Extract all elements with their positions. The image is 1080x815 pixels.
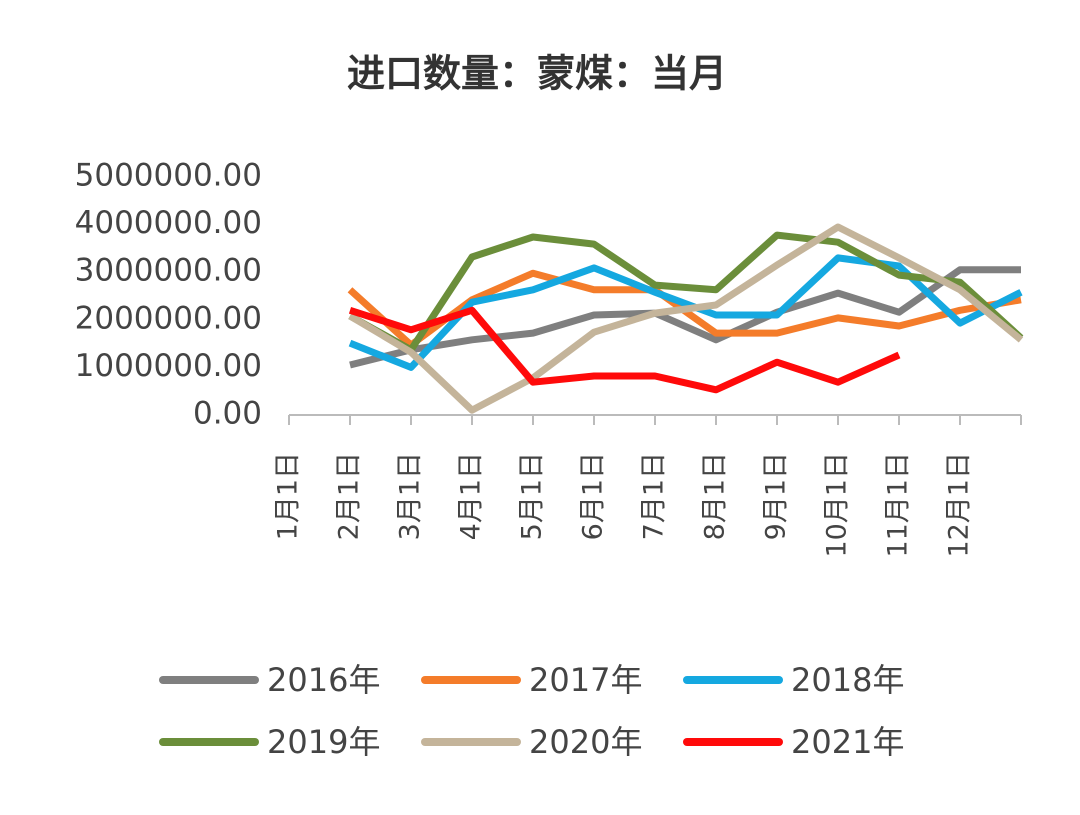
x-tick-label: 12月1日 (944, 452, 975, 558)
x-tick-label: 2月1日 (334, 452, 365, 540)
legend-label: 2016年 (267, 661, 380, 699)
y-tick-label: 1000000.00 (75, 348, 262, 384)
legend-label: 2019年 (267, 723, 380, 761)
x-tick-label: 5月1日 (517, 452, 548, 540)
x-tick-label: 9月1日 (761, 452, 792, 540)
series-line (348, 306, 901, 394)
legend-label: 2017年 (529, 661, 642, 699)
x-tick-label: 11月1日 (883, 452, 914, 558)
x-tick-label: 4月1日 (456, 452, 487, 540)
legend-label: 2018年 (791, 661, 904, 699)
x-tick-label: 7月1日 (639, 452, 670, 540)
y-tick-label: 5000000.00 (75, 158, 262, 194)
series-line (349, 266, 1021, 369)
y-tick-label: 2000000.00 (75, 300, 262, 336)
x-tick-label: 10月1日 (822, 452, 853, 558)
x-tick-label: 8月1日 (700, 452, 731, 540)
series-line (348, 231, 1024, 354)
x-tick-label: 1月1日 (273, 452, 304, 540)
x-tick-label: 6月1日 (578, 452, 609, 540)
y-tick-label: 4000000.00 (75, 205, 262, 241)
legend-label: 2021年 (791, 723, 904, 761)
y-tick-label: 3000000.00 (75, 253, 262, 289)
chart-title: 进口数量：蒙煤：当月 (347, 52, 727, 96)
y-tick-label: 0.00 (193, 396, 262, 432)
x-tick-label: 3月1日 (395, 452, 426, 540)
series-line (348, 223, 1024, 414)
legend-label: 2020年 (529, 723, 642, 761)
